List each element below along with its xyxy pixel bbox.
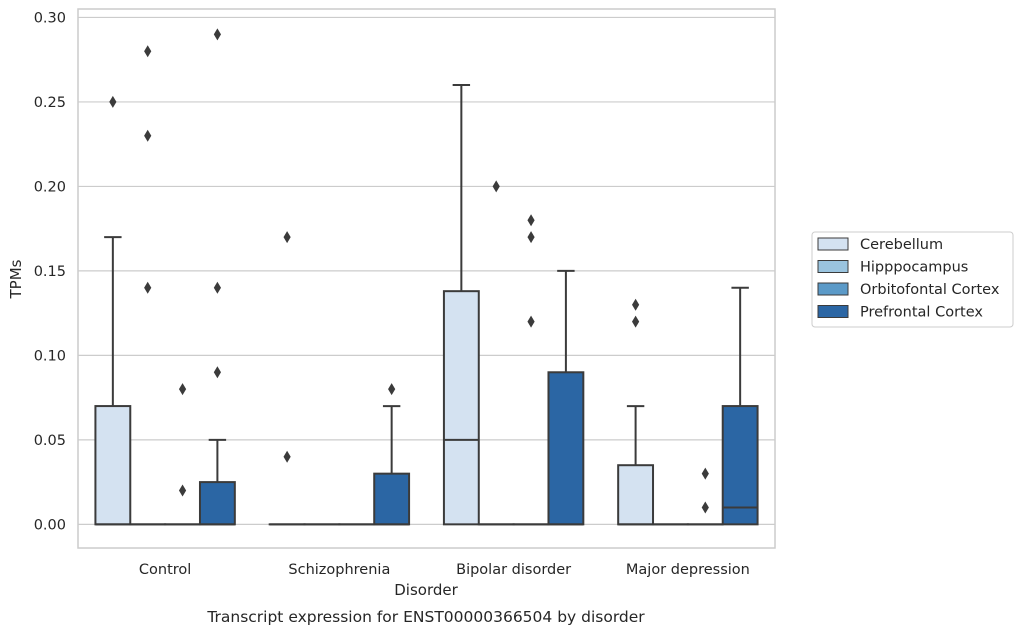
y-tick-label: 0.00 <box>34 517 66 533</box>
x-tick-label: Schizophrenia <box>288 562 390 578</box>
outlier-point <box>178 484 187 497</box>
x-axis-title: Disorder <box>394 581 458 599</box>
x-tick-label: Control <box>139 562 191 578</box>
box <box>617 464 655 526</box>
gridlines <box>78 16 775 525</box>
box-group <box>198 28 236 526</box>
box <box>721 405 759 526</box>
y-axis-title: TPMs <box>7 259 25 299</box>
outlier-point <box>701 501 709 514</box>
legend-label: Prefrontal Cortex <box>860 305 983 321</box>
box-group <box>442 84 480 526</box>
outlier-point <box>388 383 396 396</box>
outlier-point <box>213 281 221 294</box>
y-tick-label: 0.25 <box>34 95 66 111</box>
chart-caption: Transcript expression for ENST0000036650… <box>206 608 645 626</box>
y-tick-label: 0.15 <box>34 264 66 280</box>
box-group <box>686 467 724 526</box>
box <box>198 481 236 526</box>
legend-label: Hipppocampus <box>860 260 968 276</box>
box-group <box>164 383 201 526</box>
box-group <box>373 383 411 526</box>
outlier-point <box>144 45 152 58</box>
legend: Cerebellum Hipppocampus Orbitofontal Corte… <box>811 231 1014 328</box>
outlier-point <box>283 450 291 463</box>
x-axis-ticks: Control Schizophrenia Bipolar disorder Majo… <box>139 562 750 578</box>
box-group <box>129 45 167 526</box>
outlier-point <box>632 315 640 328</box>
x-tick-label: Major depression <box>626 562 750 578</box>
y-axis-ticks: 0.00 0.05 0.10 0.15 0.20 0.25 0.30 <box>34 10 66 533</box>
box <box>547 371 585 526</box>
y-tick-label: 0.30 <box>34 10 66 26</box>
legend-label: Cerebellum <box>860 237 943 253</box>
y-tick-label: 0.20 <box>34 179 66 195</box>
y-tick-label: 0.05 <box>34 433 66 449</box>
boxes <box>94 28 759 526</box>
outlier-point <box>213 366 221 379</box>
box <box>442 290 480 526</box>
box-group <box>477 180 515 526</box>
box-group <box>721 286 759 526</box>
outlier-point <box>527 214 535 227</box>
box-group <box>617 298 655 526</box>
outlier-point <box>527 231 535 244</box>
legend-swatch <box>817 282 849 296</box>
y-tick-label: 0.10 <box>34 348 66 364</box>
plot-frame <box>77 8 776 549</box>
box-group <box>94 95 132 526</box>
outlier-point <box>527 315 535 328</box>
box-group <box>512 214 550 526</box>
box-group <box>268 231 306 526</box>
legend-swatch <box>817 260 849 273</box>
box <box>373 472 411 526</box>
legend-swatch <box>817 305 849 318</box>
outlier-point <box>144 129 152 142</box>
outlier-point <box>213 28 221 41</box>
outlier-point <box>701 467 709 480</box>
legend-label: Orbitofontal Cortex <box>860 282 1000 298</box>
outlier-point <box>492 180 500 193</box>
legend-swatch <box>817 237 849 251</box>
legend-frame <box>811 231 1014 328</box>
box <box>94 405 132 526</box>
outlier-point <box>178 383 187 396</box>
outlier-point <box>144 281 152 294</box>
outlier-point <box>283 231 291 244</box>
x-tick-label: Bipolar disorder <box>456 562 571 578</box>
outlier-point <box>109 95 117 108</box>
box-group <box>547 269 585 526</box>
outlier-point <box>632 298 640 311</box>
